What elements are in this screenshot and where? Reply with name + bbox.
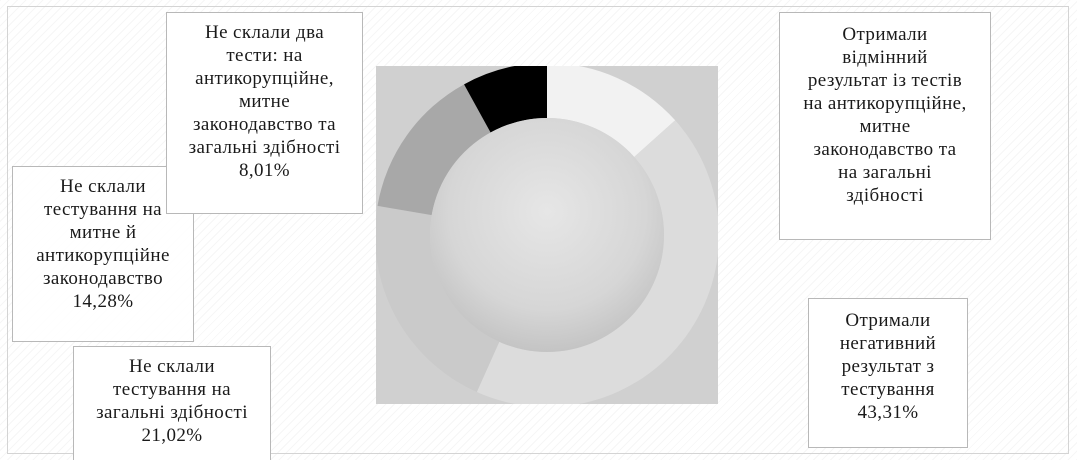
chart-frame — [7, 6, 1069, 454]
donut-hole — [430, 118, 664, 352]
donut-slice-4 — [464, 66, 547, 133]
donut-slice-0 — [547, 66, 676, 157]
donut-chart — [376, 66, 718, 404]
slice-label-excellent: Отримали відмінний результат із тестів н… — [779, 12, 991, 240]
slice-label-failed-general: Не склали тестування на загальні здібнос… — [73, 346, 271, 460]
slice-label-failed-two-tests: Не склали два тести: на антикорупційне, … — [166, 12, 363, 214]
slice-label-failed-customs-anticorruption: Не склали тестування на митне й антикору… — [12, 166, 194, 342]
donut-slice-1 — [476, 120, 718, 404]
plot-area — [376, 66, 718, 404]
donut-slice-3 — [377, 84, 491, 216]
donut-slice-2 — [376, 205, 500, 393]
slice-label-negative: Отримали негативний результат з тестуван… — [808, 298, 968, 448]
